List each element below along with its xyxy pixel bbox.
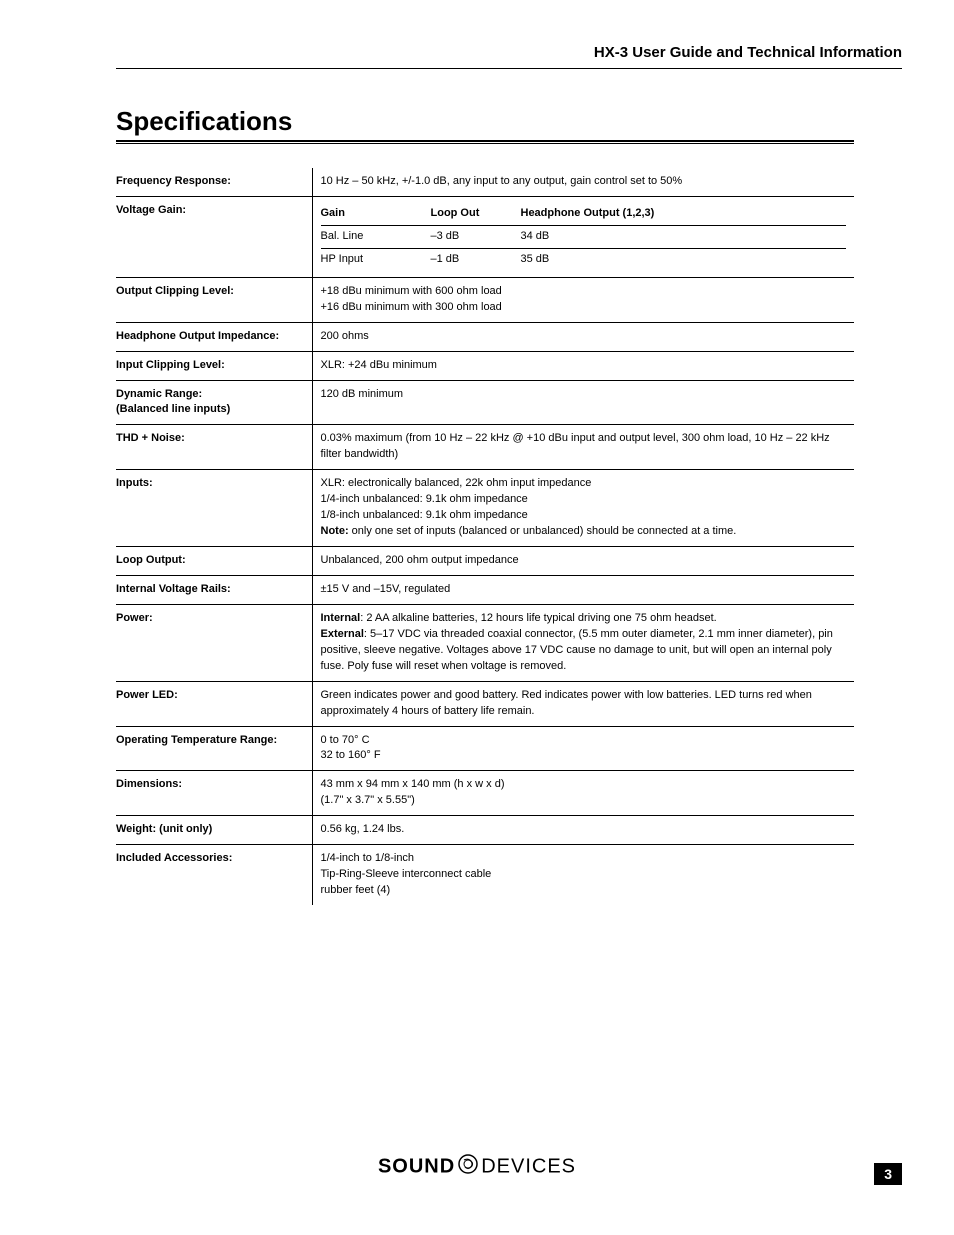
spec-label: Input Clipping Level: — [116, 351, 312, 380]
gain-header: Headphone Output (1,2,3) — [521, 203, 819, 225]
gain-cell: 35 dB — [521, 248, 819, 270]
spec-value: 0.56 kg, 1.24 lbs. — [312, 816, 854, 845]
spec-label: Included Accessories: — [116, 845, 312, 905]
title-rule — [116, 140, 854, 144]
table-row: Input Clipping Level:XLR: +24 dBu minimu… — [116, 351, 854, 380]
spec-line: External: 5–17 VDC via threaded coaxial … — [321, 627, 847, 675]
spec-value: 43 mm x 94 mm x 140 mm (h x w x d)(1.7" … — [312, 771, 854, 816]
gain-cell: –3 dB — [431, 225, 521, 248]
spec-label: THD + Noise: — [116, 425, 312, 470]
spec-line: Internal: 2 AA alkaline batteries, 12 ho… — [321, 611, 847, 627]
spec-label: Inputs: — [116, 470, 312, 547]
table-row: Weight: (unit only)0.56 kg, 1.24 lbs. — [116, 816, 854, 845]
gain-cell: 34 dB — [521, 225, 819, 248]
table-row: THD + Noise:0.03% maximum (from 10 Hz – … — [116, 425, 854, 470]
table-row: Power: Internal: 2 AA alkaline batteries,… — [116, 604, 854, 681]
table-row: Dimensions:43 mm x 94 mm x 140 mm (h x w… — [116, 771, 854, 816]
table-row: Headphone Output Impedance:200 ohms — [116, 322, 854, 351]
table-row: Loop Output:Unbalanced, 200 ohm output i… — [116, 547, 854, 576]
spec-label: Operating Temperature Range: — [116, 726, 312, 771]
table-row: Voltage Gain:GainLoop OutHeadphone Outpu… — [116, 196, 854, 277]
table-row: Frequency Response:10 Hz – 50 kHz, +/-1.… — [116, 168, 854, 196]
gain-table: GainLoop OutHeadphone Output (1,2,3) Bal… — [321, 203, 847, 271]
table-row: Power LED:Green indicates power and good… — [116, 681, 854, 726]
spec-value: Unbalanced, 200 ohm output impedance — [312, 547, 854, 576]
spec-line: 1/4-inch unbalanced: 9.1k ohm impedance — [321, 492, 847, 508]
spec-value: 0.03% maximum (from 10 Hz – 22 kHz @ +10… — [312, 425, 854, 470]
table-row: Operating Temperature Range:0 to 70° C32… — [116, 726, 854, 771]
spec-label: Output Clipping Level: — [116, 277, 312, 322]
spec-value: GainLoop OutHeadphone Output (1,2,3) Bal… — [312, 196, 854, 277]
spec-label: Headphone Output Impedance: — [116, 322, 312, 351]
spec-value: Internal: 2 AA alkaline batteries, 12 ho… — [312, 604, 854, 681]
logo-devices: DEVICES — [481, 1155, 576, 1177]
spec-label: Dynamic Range:(Balanced line inputs) — [116, 380, 312, 425]
logo-swirl-icon — [457, 1153, 479, 1181]
spec-label: Power: — [116, 604, 312, 681]
footer-logo: SOUND DEVICES — [0, 1153, 954, 1181]
spec-label: Dimensions: — [116, 771, 312, 816]
spec-label: Frequency Response: — [116, 168, 312, 196]
table-row: Inputs: XLR: electronically balanced, 22k… — [116, 470, 854, 547]
spec-value: Green indicates power and good battery. … — [312, 681, 854, 726]
spec-label: Voltage Gain: — [116, 196, 312, 277]
section-title: Specifications — [116, 106, 292, 137]
spec-table: Frequency Response:10 Hz – 50 kHz, +/-1.… — [116, 168, 854, 905]
spec-value: 1/4-inch to 1/8-inchTip-Ring-Sleeve inte… — [312, 845, 854, 905]
spec-label: Internal Voltage Rails: — [116, 575, 312, 604]
gain-cell: HP Input — [321, 248, 431, 270]
gain-header: Loop Out — [431, 203, 521, 225]
spec-value: ±15 V and –15V, regulated — [312, 575, 854, 604]
gain-header: Gain — [321, 203, 431, 225]
spec-line: XLR: electronically balanced, 22k ohm in… — [321, 476, 847, 492]
gain-cell: Bal. Line — [321, 225, 431, 248]
spec-value: +18 dBu minimum with 600 ohm load+16 dBu… — [312, 277, 854, 322]
spec-value: XLR: electronically balanced, 22k ohm in… — [312, 470, 854, 547]
table-row: Included Accessories:1/4-inch to 1/8-inc… — [116, 845, 854, 905]
spec-line: 1/8-inch unbalanced: 9.1k ohm impedance — [321, 508, 847, 524]
table-row: Dynamic Range:(Balanced line inputs)120 … — [116, 380, 854, 425]
spec-label: Loop Output: — [116, 547, 312, 576]
table-row: Output Clipping Level:+18 dBu minimum wi… — [116, 277, 854, 322]
page-header: HX-3 User Guide and Technical Informatio… — [594, 44, 902, 61]
spec-value: 0 to 70° C32 to 160° F — [312, 726, 854, 771]
gain-cell: –1 dB — [431, 248, 521, 270]
spec-label: Power LED: — [116, 681, 312, 726]
spec-value: 120 dB minimum — [312, 380, 854, 425]
spec-value: 200 ohms — [312, 322, 854, 351]
page-number: 3 — [874, 1163, 902, 1185]
spec-label: Weight: (unit only) — [116, 816, 312, 845]
spec-note: Note: only one set of inputs (balanced o… — [321, 524, 847, 540]
spec-value: XLR: +24 dBu minimum — [312, 351, 854, 380]
logo-sound: SOUND — [378, 1155, 455, 1177]
header-rule — [116, 68, 902, 69]
spec-value: 10 Hz – 50 kHz, +/-1.0 dB, any input to … — [312, 168, 854, 196]
table-row: Internal Voltage Rails:±15 V and –15V, r… — [116, 575, 854, 604]
